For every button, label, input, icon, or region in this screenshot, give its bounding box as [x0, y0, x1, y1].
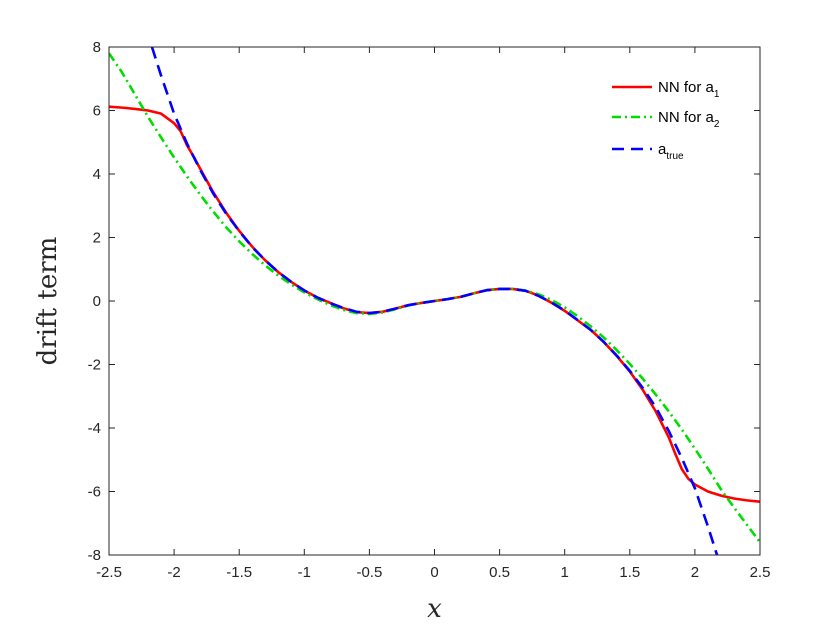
- x-axis-label: x: [427, 594, 442, 624]
- y-tick-label: -4: [88, 420, 101, 437]
- x-tick-label: -1: [298, 564, 311, 581]
- x-tick-label: -1.5: [226, 564, 252, 581]
- y-tick-label: 4: [93, 166, 101, 183]
- legend: NN for a1 NN for a2 atrue: [612, 79, 720, 162]
- series-line-2: [109, 52, 760, 544]
- legend-label-2: NN for a2: [658, 109, 720, 130]
- x-tick-label: -0.5: [356, 564, 382, 581]
- y-tick-label: 6: [93, 103, 101, 120]
- x-tick-label: 0.5: [489, 564, 510, 581]
- x-tick-label: -2.5: [96, 564, 122, 581]
- x-tick-label: 2: [691, 564, 699, 581]
- x-tick-label: 0: [430, 564, 438, 581]
- y-tick-label: -6: [88, 484, 101, 501]
- x-tick-label: 1: [561, 564, 569, 581]
- y-tick-label: 2: [93, 230, 101, 247]
- y-axis-ticks: -8 -6 -4 -2 0 2 4 6 8: [88, 39, 760, 564]
- y-tick-label: 8: [93, 39, 101, 56]
- x-tick-label: 1.5: [619, 564, 640, 581]
- legend-label-3: atrue: [658, 141, 684, 162]
- y-tick-label: -2: [88, 357, 101, 374]
- y-tick-label: 0: [93, 293, 101, 310]
- y-tick-label: -8: [88, 547, 101, 564]
- x-tick-label: -2: [167, 564, 180, 581]
- y-axis-label: drift term: [33, 237, 63, 366]
- x-tick-label: 2.5: [750, 564, 771, 581]
- series-layer: [109, 47, 760, 555]
- x-axis-ticks: -2.5 -2 -1.5 -1 -0.5 0 0.5 1 1.5 2 2.5: [96, 47, 770, 581]
- legend-label-1: NN for a1: [658, 79, 720, 100]
- series-line-3: [150, 47, 719, 555]
